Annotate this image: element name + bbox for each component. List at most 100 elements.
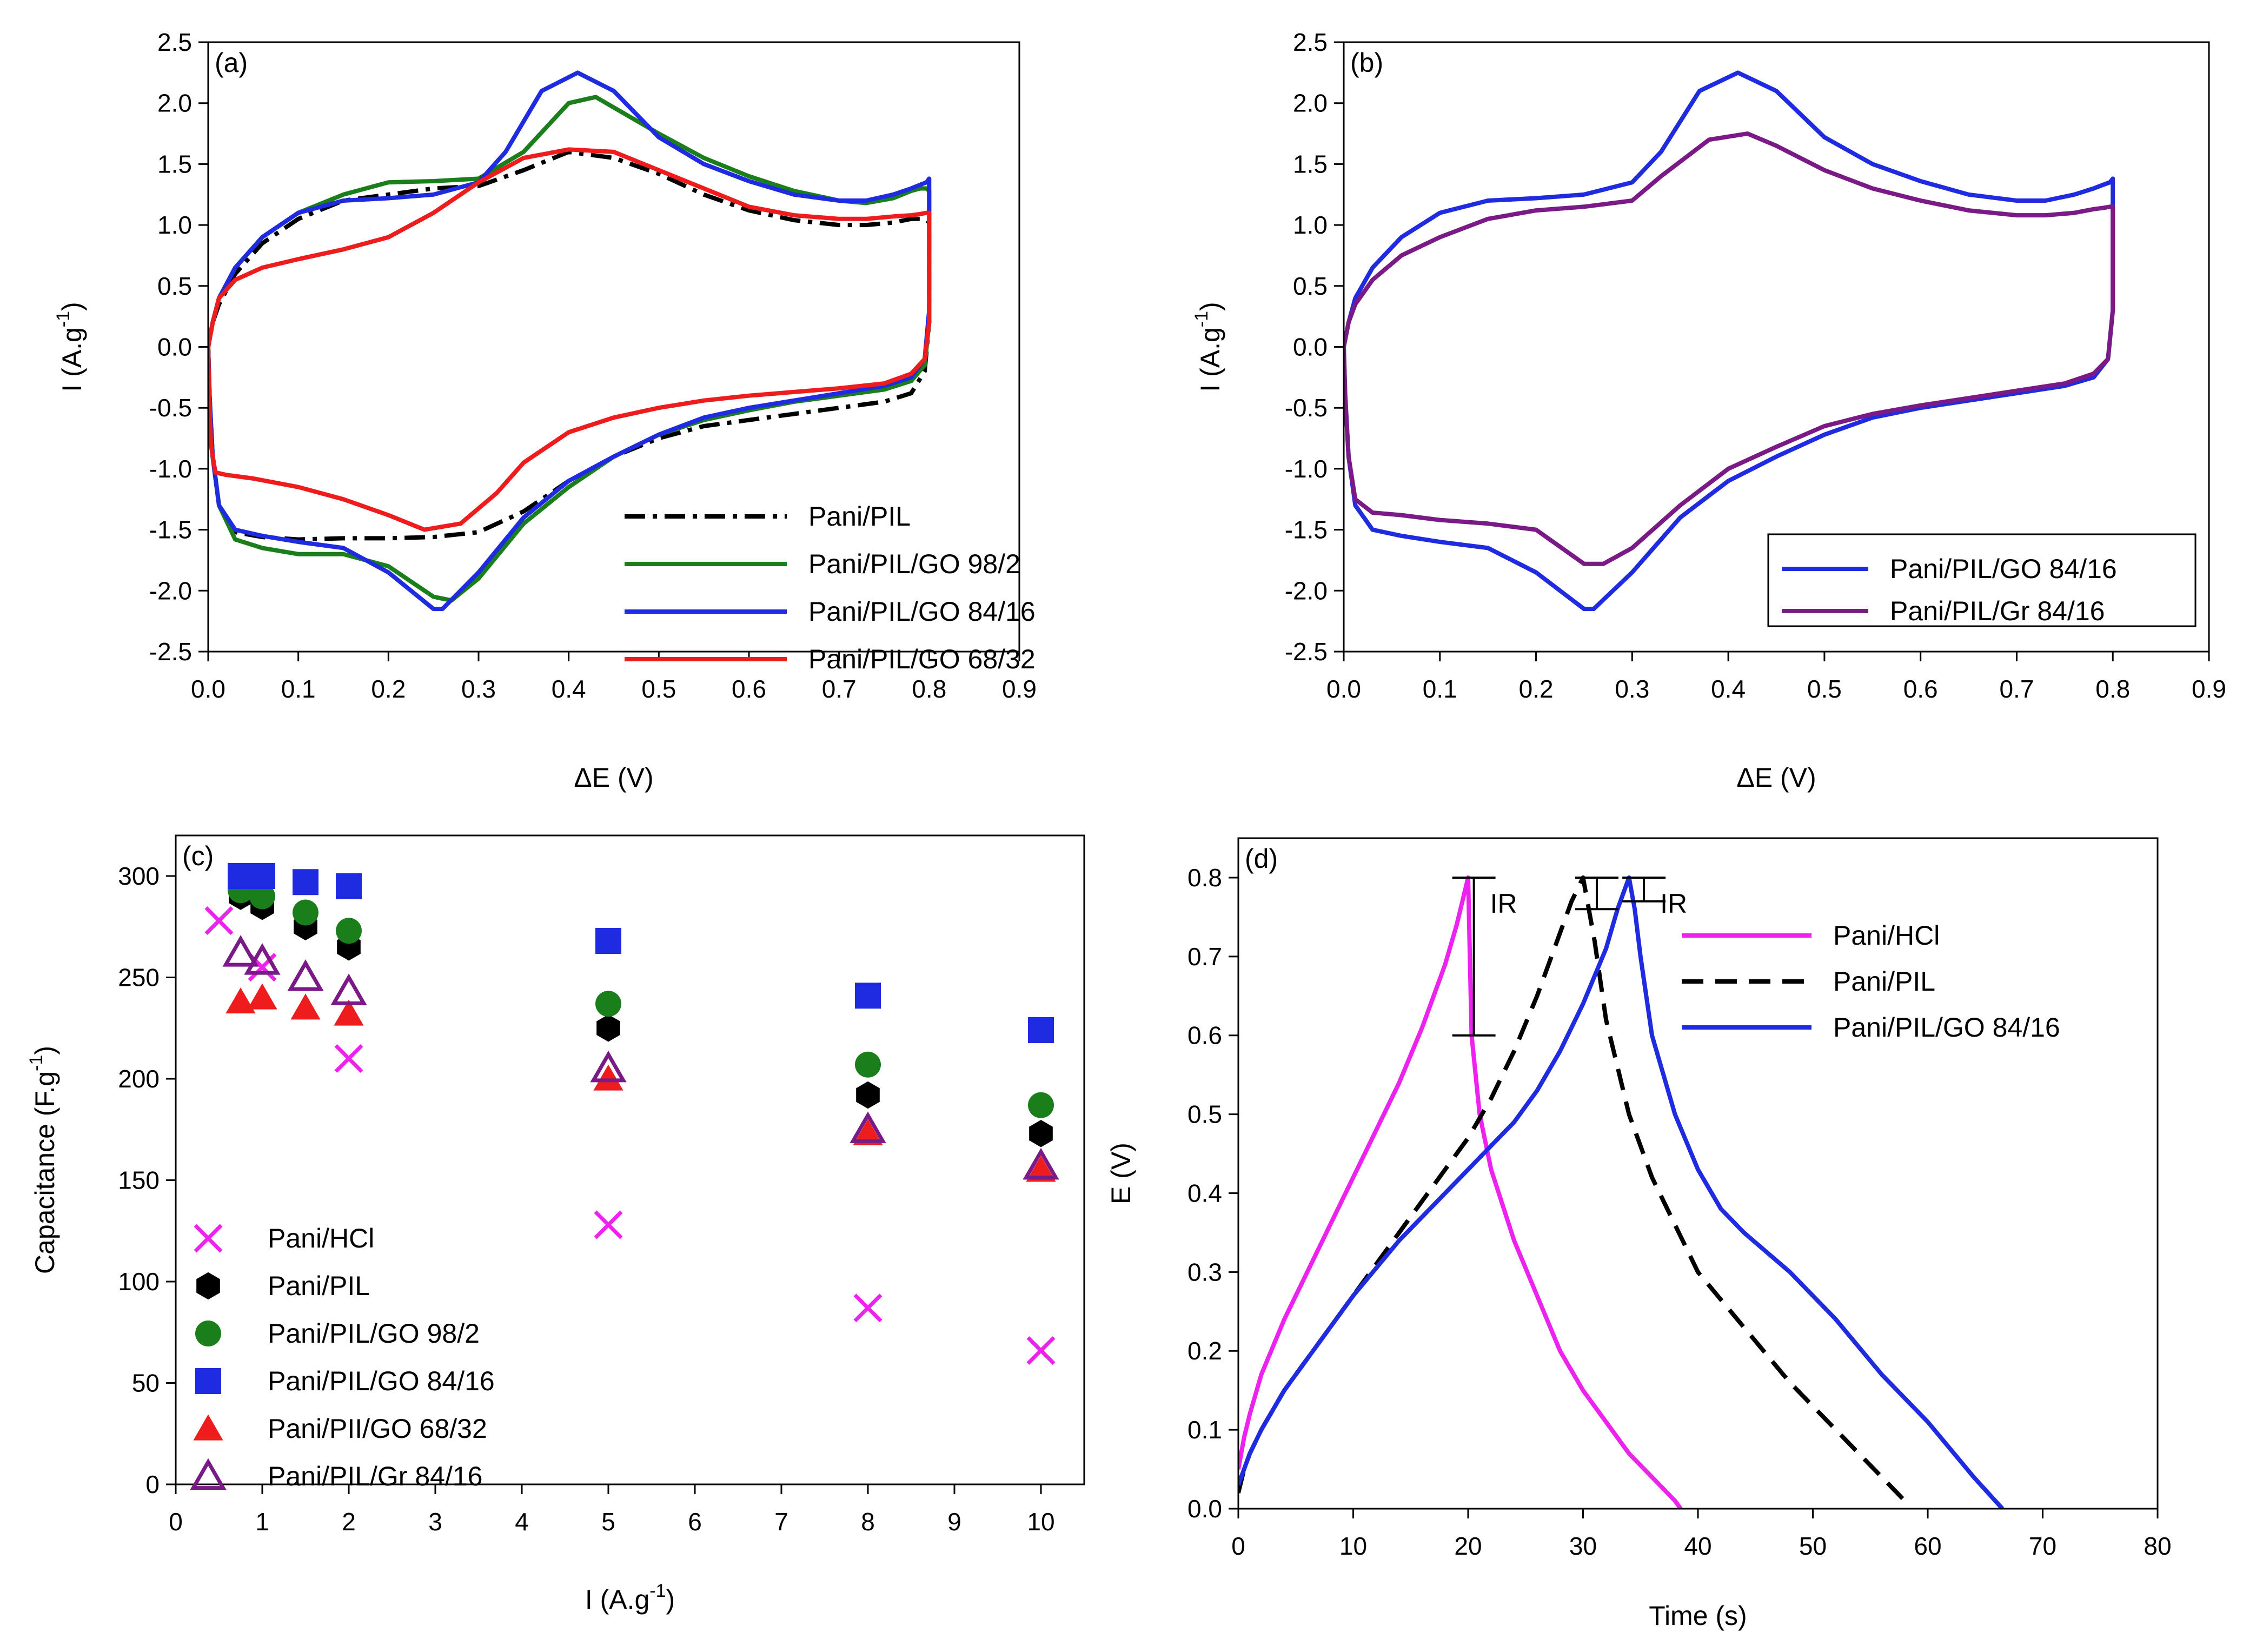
x-tick-label: 0.9	[2192, 675, 2226, 703]
x-tick-label: 0.7	[1999, 675, 2034, 703]
x-tick-label: 0.6	[1903, 675, 1938, 703]
y-tick-label: 100	[118, 1268, 160, 1296]
x-tick-label: 0.4	[1711, 675, 1746, 703]
x-tick-label: 0	[1231, 1532, 1245, 1560]
x-tick-label: 0.1	[281, 675, 316, 703]
marker-pani-pil-gr-84-16-0	[222, 935, 259, 967]
marker-stroke	[594, 1210, 623, 1239]
x-tick-label: 0.2	[371, 675, 406, 703]
x-tick-label: 0.6	[732, 675, 766, 703]
legend-marker-pani-pil-go-84-16	[195, 1368, 221, 1394]
legend-label: Pani/PIL/GO 98/2	[808, 549, 1020, 579]
y-tick-label: -0.5	[1285, 394, 1328, 422]
legend-label: Pani/PIL/Gr 84/16	[1890, 596, 2105, 626]
marker-pani-pii-go-68-32-3	[334, 999, 364, 1026]
legend-label: Pani/PIL/GO 84/16	[1890, 554, 2117, 584]
legend-label: Pani/PIL/GO 84/16	[808, 596, 1036, 627]
y-tick-label: -2.0	[1285, 576, 1328, 605]
y-tick-label: 0.7	[1187, 943, 1222, 971]
y-tick-label: -1.0	[149, 455, 192, 483]
x-tick-label: 10	[1027, 1508, 1054, 1536]
y-axis-label-close: )	[30, 1046, 60, 1055]
y-tick-label: 0.1	[1187, 1416, 1222, 1444]
legend-marker-pani-pii-go-68-32	[193, 1414, 223, 1441]
y-tick-label: -1.5	[149, 516, 192, 544]
x-axis-label-close: )	[666, 1584, 675, 1615]
series-line-pani-pil-go-68-32	[208, 147, 932, 532]
x-axis-label: Time (s)	[1649, 1601, 1747, 1631]
x-tick-label: 1	[255, 1508, 269, 1536]
y-tick-label: 2.5	[1293, 28, 1328, 56]
marker-pani-pii-go-68-32-0	[225, 987, 256, 1014]
legend-label: Pani/PIL/GO 84/16	[268, 1366, 495, 1396]
legend-label: Pani/PII/GO 68/32	[268, 1414, 487, 1444]
x-axis-label-text: ΔE (V)	[574, 762, 653, 793]
legend-marker-pani-pil-gr-84-16	[190, 1458, 227, 1490]
y-tick-label: 0.4	[1187, 1179, 1222, 1207]
marker-pani-pii-go-68-32-6	[1026, 1156, 1056, 1182]
marker-pani-pil-go-98-2-2	[293, 899, 319, 926]
y-tick-label: 0.3	[1187, 1258, 1222, 1286]
y-tick-label: 1.0	[1293, 211, 1328, 239]
y-tick-label: 1.5	[1293, 150, 1328, 178]
plot-area	[208, 70, 932, 612]
marker-stroke	[334, 1044, 363, 1073]
y-tick-label: 0.8	[1187, 864, 1222, 892]
y-tick-label: -2.0	[149, 576, 192, 605]
marker-pani-pil-go-84-16-6	[1028, 1017, 1054, 1043]
x-tick-label: 0.0	[191, 675, 225, 703]
legend-marker-pani-pil	[196, 1272, 220, 1300]
plot-area	[204, 863, 1059, 1365]
x-tick-label: 8	[861, 1508, 875, 1536]
plot-frame	[175, 834, 1085, 1485]
marker-pani-pii-go-68-32-2	[290, 993, 321, 1020]
marker-pani-pil-go-84-16-4	[595, 928, 621, 954]
x-tick-label: 40	[1684, 1532, 1711, 1560]
y-tick-label: 250	[118, 964, 160, 992]
y-tick-label: 0.5	[1187, 1100, 1222, 1129]
x-axis-label: ΔE (V)	[1736, 762, 1816, 793]
plot-area	[1344, 70, 2115, 612]
legend-marker-pani-pil-go-98-2	[195, 1321, 221, 1346]
x-tick-label: 0.8	[2095, 675, 2130, 703]
y-axis-label-text: I (A.g	[57, 327, 87, 392]
x-tick-label: 10	[1339, 1532, 1367, 1560]
marker-pani-pil-go-98-2-1	[249, 883, 275, 910]
marker-pani-pil-go-84-16-2	[293, 869, 319, 895]
y-tick-label: -1.0	[1285, 455, 1328, 483]
series-line-pani-pil	[1238, 875, 1907, 1503]
x-axis-label-text: ΔE (V)	[1736, 762, 1816, 793]
series-line-pani-pil-gr-84-16	[1344, 131, 2115, 566]
x-tick-label: 0.5	[1807, 675, 1842, 703]
marker-pani-hcl-2	[334, 1044, 363, 1073]
x-tick-label: 0.7	[822, 675, 857, 703]
marker-pani-pil-go-84-16-5	[855, 983, 881, 1009]
panel-label: (b)	[1350, 48, 1383, 78]
y-tick-label: 0.6	[1187, 1021, 1222, 1050]
marker-pani-pil-5	[856, 1081, 880, 1109]
x-tick-label: 70	[2029, 1532, 2056, 1560]
x-tick-label: 3	[428, 1508, 442, 1536]
x-axis-label: I (A.g-1)	[585, 1581, 675, 1615]
y-axis-label-text: Capacitance (F.g	[30, 1071, 60, 1274]
x-tick-label: 60	[1914, 1532, 1941, 1560]
plot-area	[1238, 875, 2005, 1509]
y-axis-label: Capacitance (F.g-1)	[26, 1046, 60, 1274]
marker-pani-pii-go-68-32-5	[853, 1119, 883, 1145]
y-axis-label-sup: -1	[1191, 311, 1212, 327]
ir-annotation: IR	[1490, 888, 1517, 919]
panel-b-cv-chart: 0.0 0.1 0.2 0.3 0.4 0.5 0.6 0.7 0.8 0.9 2.5 2.0 1.5 1…	[1191, 28, 2226, 793]
y-tick-label: -0.5	[149, 394, 192, 422]
x-tick-label: 30	[1569, 1532, 1597, 1560]
legend-label: Pani/PIL	[268, 1271, 370, 1301]
legend-label: Pani/PIL	[808, 501, 911, 532]
marker-pani-pil-gr-84-16-2	[287, 959, 324, 991]
marker-pani-hcl-5	[1026, 1336, 1056, 1365]
y-tick-label: -2.5	[149, 638, 192, 666]
x-axis-label-text: I (A.g	[585, 1584, 649, 1615]
y-axis-label-sup: -1	[26, 1055, 47, 1071]
y-tick-label: 1.0	[157, 211, 192, 239]
legend-label: Pani/PIL	[1833, 966, 1935, 997]
marker-pani-pil-4	[596, 1014, 620, 1042]
